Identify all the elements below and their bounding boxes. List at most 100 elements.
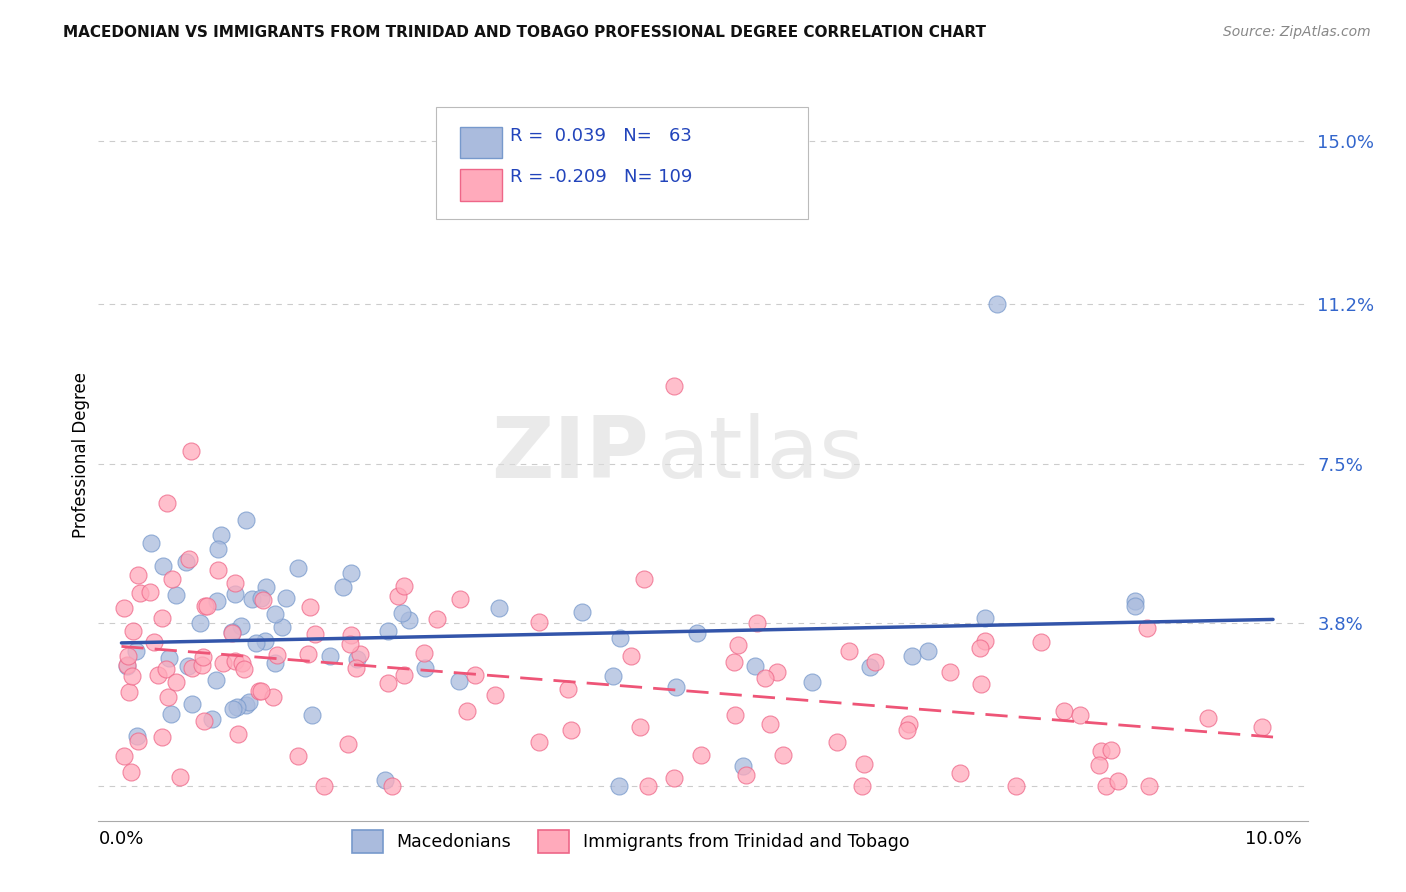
Point xyxy=(112,600,135,615)
Point xyxy=(1136,621,1159,635)
Point xyxy=(235,698,257,713)
Point xyxy=(169,770,191,784)
Point xyxy=(859,660,882,674)
Point xyxy=(727,638,749,652)
Point xyxy=(245,635,267,649)
Point xyxy=(557,681,579,696)
Point xyxy=(190,657,212,672)
Point xyxy=(772,747,794,762)
Point xyxy=(207,594,229,608)
Point xyxy=(117,658,139,673)
Point xyxy=(263,657,285,671)
Point xyxy=(332,581,354,595)
Point xyxy=(339,637,361,651)
Point xyxy=(238,695,260,709)
Text: R = -0.209   N= 109: R = -0.209 N= 109 xyxy=(510,168,693,186)
Point xyxy=(1108,773,1130,788)
Point xyxy=(152,730,174,744)
Point xyxy=(339,566,361,580)
Point xyxy=(121,669,143,683)
Point xyxy=(398,613,420,627)
Point xyxy=(224,586,246,600)
Point xyxy=(449,592,471,607)
Point xyxy=(177,659,200,673)
Point xyxy=(287,749,309,764)
Point xyxy=(974,611,997,625)
Point xyxy=(221,624,243,639)
Point xyxy=(747,616,769,631)
Point xyxy=(413,661,436,675)
Point xyxy=(312,779,335,793)
Point xyxy=(262,690,284,705)
Point xyxy=(1123,594,1146,608)
Point xyxy=(744,659,766,673)
Point xyxy=(346,652,368,666)
Point xyxy=(212,657,235,671)
Text: MACEDONIAN VS IMMIGRANTS FROM TRINIDAD AND TOBAGO PROFESSIONAL DEGREE CORRELATIO: MACEDONIAN VS IMMIGRANTS FROM TRINIDAD A… xyxy=(63,25,986,40)
Point xyxy=(665,680,688,694)
Point xyxy=(177,551,200,566)
Point xyxy=(602,668,624,682)
Point xyxy=(686,626,709,640)
Point xyxy=(139,585,162,599)
Point xyxy=(266,648,288,662)
Point xyxy=(377,624,399,638)
Point xyxy=(120,765,142,780)
Point xyxy=(607,779,630,793)
Point xyxy=(195,599,218,614)
Point xyxy=(825,735,848,749)
Point xyxy=(146,667,169,681)
Point xyxy=(970,677,993,691)
Legend: Macedonians, Immigrants from Trinidad and Tobago: Macedonians, Immigrants from Trinidad an… xyxy=(344,823,917,860)
Text: ZIP: ZIP xyxy=(491,413,648,497)
Point xyxy=(297,647,319,661)
Point xyxy=(115,659,138,673)
Point xyxy=(287,561,309,575)
Point xyxy=(1069,707,1091,722)
Point xyxy=(232,662,254,676)
Point xyxy=(319,649,342,664)
Point xyxy=(863,655,886,669)
Point xyxy=(276,591,298,605)
Point xyxy=(150,611,173,625)
Point xyxy=(484,688,506,702)
Point xyxy=(898,717,921,731)
Point xyxy=(180,697,202,711)
Point xyxy=(974,633,997,648)
Point xyxy=(127,567,149,582)
Point xyxy=(118,685,141,699)
Point xyxy=(949,766,972,780)
Point xyxy=(1088,758,1111,772)
Point xyxy=(207,563,229,577)
Point xyxy=(221,702,243,716)
Point xyxy=(1029,635,1052,649)
Point xyxy=(180,443,202,458)
Point xyxy=(447,674,470,689)
Point xyxy=(250,591,273,605)
Point xyxy=(724,707,747,722)
Point xyxy=(391,606,413,620)
Point xyxy=(160,572,183,586)
Point xyxy=(226,727,249,741)
Point xyxy=(917,644,939,658)
Point xyxy=(117,648,139,663)
Point xyxy=(609,631,631,645)
Point xyxy=(381,779,404,793)
Point xyxy=(939,665,962,679)
Point xyxy=(731,758,754,772)
Point xyxy=(901,648,924,663)
Point xyxy=(122,624,145,639)
Point xyxy=(394,668,416,682)
Point xyxy=(205,673,228,687)
Point xyxy=(664,379,686,393)
Point xyxy=(620,649,643,664)
Point xyxy=(247,684,270,698)
Point xyxy=(174,555,197,569)
Point xyxy=(231,656,253,670)
Point xyxy=(374,772,396,787)
Point xyxy=(139,536,162,550)
Text: Source: ZipAtlas.com: Source: ZipAtlas.com xyxy=(1223,25,1371,39)
Point xyxy=(127,734,149,748)
Text: atlas: atlas xyxy=(657,413,865,497)
Point xyxy=(221,625,243,640)
